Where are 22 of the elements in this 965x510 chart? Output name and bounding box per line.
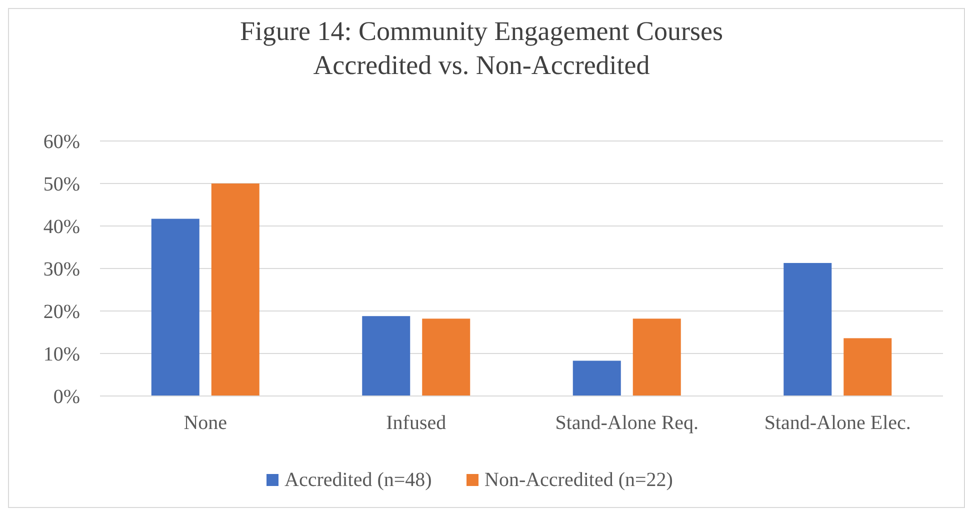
- x-tick-label: Infused: [386, 412, 446, 434]
- legend-label: Accredited (n=48): [284, 469, 432, 491]
- bar: [151, 218, 200, 396]
- y-tick-label: 40%: [43, 216, 80, 238]
- legend-label: Non-Accredited (n=22): [484, 469, 673, 491]
- bar: [422, 318, 470, 396]
- bar: [211, 184, 260, 396]
- y-tick-label: 60%: [43, 131, 80, 153]
- x-tick-label: Stand-Alone Req.: [555, 412, 699, 434]
- chart-title: Figure 14: Community Engagement Courses Accredited vs. Non-Accredited: [240, 16, 723, 80]
- y-tick-label: 30%: [43, 258, 80, 280]
- y-tick-label: 50%: [43, 174, 80, 196]
- bar: [362, 316, 410, 396]
- bar: [632, 318, 681, 396]
- y-tick-label: 10%: [43, 344, 80, 366]
- y-tick-label: 20%: [43, 301, 80, 323]
- bar: [572, 360, 621, 396]
- bar: [784, 262, 832, 396]
- x-tick-label: None: [184, 412, 228, 434]
- y-tick-label: 0%: [53, 386, 80, 408]
- x-tick-label: Stand-Alone Elec.: [764, 412, 911, 434]
- bar: [844, 338, 892, 396]
